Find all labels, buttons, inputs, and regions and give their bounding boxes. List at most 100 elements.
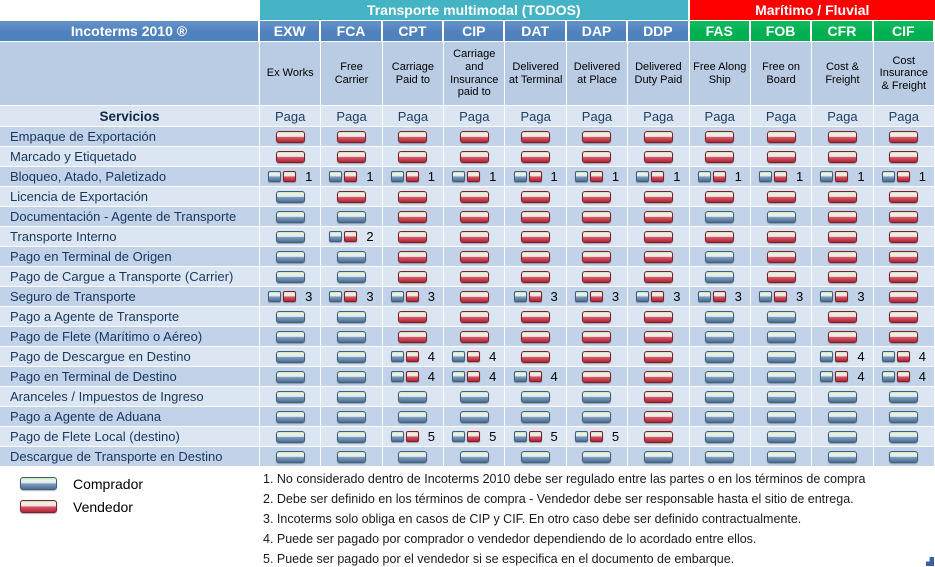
matrix-cell-dap[interactable] xyxy=(566,187,629,207)
matrix-cell-exw[interactable]: 1 xyxy=(260,167,322,187)
matrix-cell-dat[interactable] xyxy=(505,347,567,367)
matrix-cell-cpt[interactable]: 5 xyxy=(382,427,445,447)
matrix-cell-fob[interactable] xyxy=(750,447,813,467)
matrix-cell-cip[interactable] xyxy=(444,207,506,227)
matrix-cell-ddp[interactable] xyxy=(628,127,690,147)
matrix-cell-ddp[interactable] xyxy=(628,267,690,287)
matrix-cell-cif[interactable]: 1 xyxy=(873,167,935,187)
matrix-cell-dap[interactable] xyxy=(566,347,629,367)
matrix-cell-cpt[interactable] xyxy=(382,267,445,287)
matrix-cell-cif[interactable]: 4 xyxy=(873,367,935,387)
matrix-cell-ddp[interactable] xyxy=(628,347,690,367)
matrix-cell-cip[interactable] xyxy=(444,307,506,327)
matrix-cell-fob[interactable] xyxy=(750,427,813,447)
matrix-cell-cfr[interactable] xyxy=(812,147,874,167)
paga-cell-fas[interactable]: Paga xyxy=(689,106,751,127)
matrix-cell-dap[interactable] xyxy=(566,207,629,227)
matrix-cell-fob[interactable] xyxy=(750,147,813,167)
column-description-fas[interactable]: Free Along Ship xyxy=(689,42,751,106)
column-header-exw[interactable]: EXW xyxy=(260,21,322,42)
matrix-cell-cfr[interactable]: 4 xyxy=(812,347,874,367)
matrix-cell-fas[interactable] xyxy=(689,447,751,467)
matrix-cell-ddp[interactable] xyxy=(628,387,690,407)
paga-cell-exw[interactable]: Paga xyxy=(260,106,322,127)
matrix-cell-cip[interactable]: 4 xyxy=(444,367,506,387)
matrix-cell-fca[interactable] xyxy=(321,447,383,467)
column-header-cfr[interactable]: CFR xyxy=(812,21,874,42)
matrix-cell-cpt[interactable] xyxy=(382,327,445,347)
matrix-cell-cpt[interactable] xyxy=(382,127,445,147)
matrix-cell-cfr[interactable]: 3 xyxy=(812,287,874,307)
matrix-cell-fob[interactable] xyxy=(750,187,813,207)
service-row-label[interactable]: Pago en Terminal de Origen xyxy=(0,247,260,267)
paga-cell-dap[interactable]: Paga xyxy=(566,106,629,127)
matrix-cell-fob[interactable] xyxy=(750,207,813,227)
matrix-cell-cif[interactable] xyxy=(873,427,935,447)
matrix-cell-dap[interactable] xyxy=(566,307,629,327)
matrix-cell-exw[interactable] xyxy=(260,367,322,387)
matrix-cell-cip[interactable] xyxy=(444,267,506,287)
matrix-cell-cip[interactable] xyxy=(444,447,506,467)
matrix-cell-fca[interactable]: 3 xyxy=(321,287,383,307)
matrix-cell-ddp[interactable] xyxy=(628,247,690,267)
matrix-cell-cpt[interactable]: 3 xyxy=(382,287,445,307)
column-header-cpt[interactable]: CPT xyxy=(382,21,445,42)
service-row-label[interactable]: Pago de Cargue a Transporte (Carrier) xyxy=(0,267,260,287)
matrix-cell-fas[interactable] xyxy=(689,407,751,427)
matrix-cell-exw[interactable] xyxy=(260,387,322,407)
matrix-cell-fca[interactable]: 2 xyxy=(321,227,383,247)
matrix-cell-dap[interactable]: 1 xyxy=(566,167,629,187)
matrix-cell-fas[interactable] xyxy=(689,127,751,147)
service-row-label[interactable]: Marcado y Etiquetado xyxy=(0,147,260,167)
matrix-cell-cif[interactable] xyxy=(873,127,935,147)
matrix-cell-exw[interactable] xyxy=(260,427,322,447)
column-header-fca[interactable]: FCA xyxy=(321,21,383,42)
paga-cell-ddp[interactable]: Paga xyxy=(628,106,690,127)
matrix-cell-dat[interactable] xyxy=(505,147,567,167)
matrix-cell-fob[interactable] xyxy=(750,407,813,427)
matrix-cell-ddp[interactable] xyxy=(628,407,690,427)
column-description-cif[interactable]: Cost Insurance & Freight xyxy=(873,42,935,106)
matrix-cell-ddp[interactable] xyxy=(628,187,690,207)
matrix-cell-fas[interactable]: 1 xyxy=(689,167,751,187)
matrix-cell-fas[interactable] xyxy=(689,367,751,387)
matrix-cell-fca[interactable] xyxy=(321,147,383,167)
matrix-cell-cfr[interactable] xyxy=(812,327,874,347)
service-row-label[interactable]: Bloqueo, Atado, Paletizado xyxy=(0,167,260,187)
matrix-cell-ddp[interactable] xyxy=(628,307,690,327)
column-description-cpt[interactable]: Carriage Paid to xyxy=(382,42,445,106)
matrix-cell-cif[interactable]: 4 xyxy=(873,347,935,367)
matrix-cell-cpt[interactable] xyxy=(382,207,445,227)
matrix-cell-fca[interactable] xyxy=(321,307,383,327)
matrix-cell-cpt[interactable]: 1 xyxy=(382,167,445,187)
servicios-header-cell[interactable]: Servicios xyxy=(0,106,260,127)
matrix-cell-ddp[interactable] xyxy=(628,227,690,247)
matrix-cell-fob[interactable] xyxy=(750,267,813,287)
column-description-fca[interactable]: Free Carrier xyxy=(321,42,383,106)
paga-cell-dat[interactable]: Paga xyxy=(505,106,567,127)
matrix-cell-cif[interactable] xyxy=(873,267,935,287)
matrix-cell-cpt[interactable]: 4 xyxy=(382,367,445,387)
matrix-cell-ddp[interactable] xyxy=(628,367,690,387)
matrix-cell-dap[interactable] xyxy=(566,127,629,147)
group-header-multimodal[interactable]: Transporte multimodal (TODOS) xyxy=(260,0,690,21)
matrix-cell-cip[interactable] xyxy=(444,127,506,147)
service-row-label[interactable]: Licencia de Exportación xyxy=(0,187,260,207)
matrix-cell-dat[interactable] xyxy=(505,227,567,247)
matrix-cell-exw[interactable] xyxy=(260,147,322,167)
service-row-label[interactable]: Pago a Agente de Aduana xyxy=(0,407,260,427)
matrix-cell-dap[interactable] xyxy=(566,387,629,407)
matrix-cell-exw[interactable] xyxy=(260,247,322,267)
paga-cell-cfr[interactable]: Paga xyxy=(812,106,874,127)
service-row-label[interactable]: Documentación - Agente de Transporte xyxy=(0,207,260,227)
matrix-cell-fca[interactable] xyxy=(321,427,383,447)
matrix-cell-exw[interactable] xyxy=(260,187,322,207)
matrix-cell-dat[interactable] xyxy=(505,187,567,207)
matrix-cell-cpt[interactable] xyxy=(382,407,445,427)
matrix-cell-ddp[interactable]: 1 xyxy=(628,167,690,187)
matrix-cell-fas[interactable] xyxy=(689,207,751,227)
matrix-cell-exw[interactable]: 3 xyxy=(260,287,322,307)
matrix-cell-dap[interactable] xyxy=(566,147,629,167)
matrix-cell-cfr[interactable] xyxy=(812,427,874,447)
matrix-cell-fob[interactable]: 3 xyxy=(750,287,813,307)
